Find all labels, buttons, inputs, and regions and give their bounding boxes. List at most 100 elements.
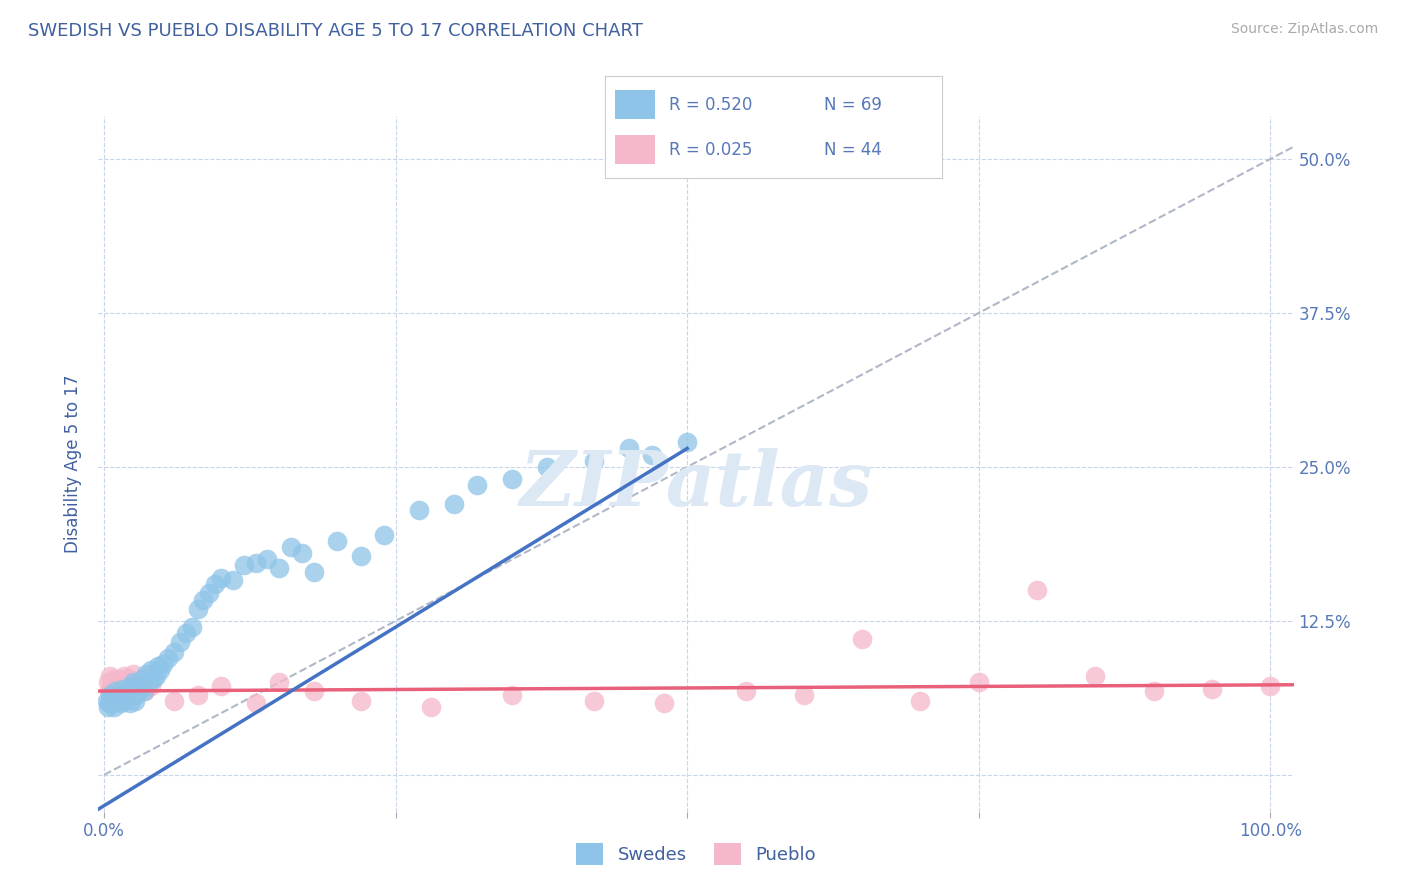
Point <box>326 533 349 548</box>
Point <box>582 694 605 708</box>
Point <box>132 684 155 698</box>
Point <box>169 634 191 648</box>
Point <box>103 672 125 686</box>
Point <box>233 558 256 573</box>
Point <box>163 694 186 708</box>
Point <box>221 573 243 587</box>
Point <box>373 527 395 541</box>
Point <box>536 459 558 474</box>
Point <box>114 684 136 698</box>
Point <box>350 694 373 708</box>
Point <box>97 700 120 714</box>
Point <box>128 675 150 690</box>
Point <box>105 690 128 705</box>
Point <box>97 684 120 698</box>
Point <box>204 577 226 591</box>
Point <box>97 675 120 690</box>
Point <box>105 684 128 698</box>
Point <box>280 540 302 554</box>
Point <box>104 681 127 696</box>
Point <box>97 697 120 711</box>
Point <box>101 688 124 702</box>
Point <box>104 675 127 690</box>
Point <box>107 688 129 702</box>
Point <box>617 442 640 456</box>
Point <box>115 679 138 693</box>
Text: R = 0.025: R = 0.025 <box>669 141 752 159</box>
Point <box>501 472 523 486</box>
Y-axis label: Disability Age 5 to 17: Disability Age 5 to 17 <box>65 375 83 553</box>
Point <box>149 663 172 677</box>
Point <box>108 691 131 706</box>
Point <box>1258 679 1281 693</box>
Point <box>139 679 162 693</box>
Point <box>108 688 131 702</box>
Point <box>120 679 142 693</box>
Point <box>121 684 143 698</box>
Point <box>117 688 139 702</box>
Point <box>1084 669 1107 683</box>
Point <box>100 679 122 693</box>
Point <box>501 688 523 702</box>
Text: N = 69: N = 69 <box>824 95 882 113</box>
Point <box>163 645 186 659</box>
Point <box>641 448 664 462</box>
Point <box>139 663 162 677</box>
Point <box>111 675 134 690</box>
Point <box>302 565 325 579</box>
Point <box>128 679 150 693</box>
Text: R = 0.520: R = 0.520 <box>669 95 752 113</box>
Point <box>734 684 756 698</box>
Point <box>269 675 291 690</box>
Text: ZIPatlas: ZIPatlas <box>519 448 873 522</box>
Point <box>408 503 430 517</box>
Point <box>146 659 169 673</box>
Point <box>269 561 291 575</box>
Point <box>152 657 174 671</box>
Point <box>125 688 148 702</box>
Point <box>652 697 675 711</box>
Text: Source: ZipAtlas.com: Source: ZipAtlas.com <box>1230 22 1378 37</box>
Point <box>111 681 134 696</box>
Point <box>256 552 278 566</box>
Point <box>245 697 267 711</box>
Point <box>103 700 125 714</box>
Point <box>350 549 373 563</box>
Point <box>112 669 135 683</box>
Point <box>100 691 122 706</box>
Point <box>157 650 180 665</box>
Point <box>104 684 127 698</box>
Point <box>117 688 139 702</box>
Point <box>198 585 221 599</box>
Point <box>104 694 127 708</box>
Point <box>107 679 129 693</box>
Point <box>114 684 136 698</box>
Point <box>101 697 124 711</box>
Point <box>118 672 141 686</box>
Bar <box>614 136 655 164</box>
Point <box>110 672 132 686</box>
Point <box>111 688 134 702</box>
Text: N = 44: N = 44 <box>824 141 882 159</box>
Point <box>419 700 441 714</box>
Point <box>209 571 232 585</box>
Point <box>134 684 156 698</box>
Point <box>209 679 232 693</box>
Point <box>145 669 167 683</box>
Point <box>186 688 208 702</box>
Point <box>1201 681 1223 696</box>
Point <box>138 675 160 690</box>
Point <box>98 688 121 702</box>
Point <box>180 620 202 634</box>
Point <box>291 546 314 560</box>
Point <box>112 694 135 708</box>
Point <box>135 666 157 681</box>
Point <box>174 626 197 640</box>
Point <box>793 688 815 702</box>
Point <box>118 697 141 711</box>
Point <box>245 556 267 570</box>
Point <box>122 666 145 681</box>
Text: SWEDISH VS PUEBLO DISABILITY AGE 5 TO 17 CORRELATION CHART: SWEDISH VS PUEBLO DISABILITY AGE 5 TO 17… <box>28 22 643 40</box>
Bar <box>614 90 655 119</box>
Point <box>118 681 141 696</box>
